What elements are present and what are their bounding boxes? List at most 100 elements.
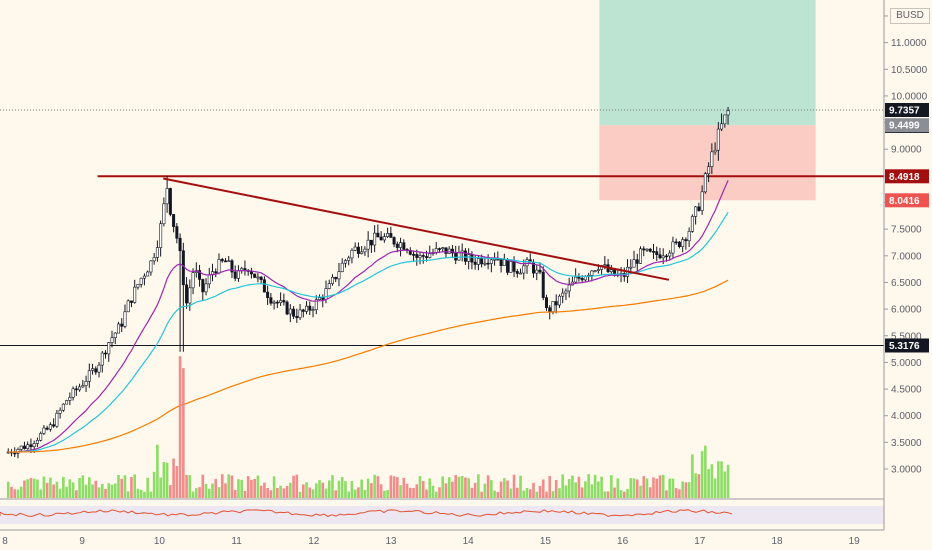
volume-bar bbox=[457, 476, 461, 498]
candle-body bbox=[703, 173, 707, 193]
volume-bar bbox=[402, 477, 406, 498]
candle-body bbox=[181, 250, 185, 286]
candle-body bbox=[356, 246, 360, 254]
candle-body bbox=[337, 271, 341, 280]
volume-bar bbox=[169, 485, 172, 498]
candle-body bbox=[723, 114, 727, 125]
time-tick-label: 15 bbox=[540, 536, 552, 547]
volume-bar bbox=[263, 482, 266, 498]
volume-bar bbox=[23, 480, 26, 498]
candle-body bbox=[609, 269, 613, 273]
volume-bar bbox=[674, 488, 678, 498]
candle-body bbox=[282, 300, 286, 303]
volume-bar bbox=[700, 451, 704, 498]
volume-bar bbox=[522, 490, 526, 498]
stop-zone[interactable] bbox=[599, 125, 816, 201]
candle-body bbox=[713, 149, 717, 153]
volume-bar bbox=[613, 487, 616, 498]
volume-bar bbox=[658, 475, 662, 498]
volume-bar bbox=[94, 480, 98, 498]
price-tick-label: 10.5000 bbox=[891, 65, 928, 76]
candle-body bbox=[541, 271, 545, 298]
volume-bar bbox=[214, 478, 218, 498]
volume-bar bbox=[237, 479, 240, 498]
candle-body bbox=[61, 403, 65, 411]
volume-bar bbox=[421, 481, 425, 498]
candle-body bbox=[596, 269, 600, 271]
volume-bar bbox=[175, 465, 179, 498]
candle-body bbox=[350, 249, 354, 259]
candle-body bbox=[603, 264, 607, 266]
volume-bar bbox=[6, 481, 10, 498]
volume-bar bbox=[409, 487, 412, 498]
candle-body bbox=[694, 206, 698, 217]
volume-bar bbox=[473, 482, 477, 498]
candle-body bbox=[305, 305, 309, 312]
candle-body bbox=[629, 266, 633, 269]
volume-bar bbox=[584, 481, 587, 498]
candle-body bbox=[249, 271, 253, 275]
volume-bar bbox=[282, 488, 286, 498]
candle-body bbox=[645, 248, 649, 251]
volume-bar bbox=[619, 490, 623, 498]
volume-bar bbox=[639, 485, 642, 498]
volume-bar bbox=[110, 484, 114, 498]
candle-body bbox=[720, 123, 724, 130]
candle-body bbox=[256, 276, 260, 279]
volume-bar bbox=[493, 490, 496, 498]
target-zone[interactable] bbox=[599, 0, 816, 126]
candle-body bbox=[457, 252, 461, 261]
volume-bar bbox=[399, 485, 402, 498]
candle-body bbox=[444, 247, 448, 254]
candle-body bbox=[330, 276, 334, 284]
candle-body bbox=[39, 433, 43, 441]
volume-bar bbox=[671, 478, 675, 498]
candle-body bbox=[116, 323, 120, 334]
candle-body bbox=[29, 444, 33, 447]
stop-price-label: 8.0416 bbox=[889, 196, 920, 207]
volume-bar bbox=[635, 479, 639, 498]
volume-bar bbox=[149, 491, 153, 498]
volume-bar bbox=[178, 356, 182, 498]
candle-body bbox=[483, 262, 487, 265]
volume-bar bbox=[454, 475, 457, 498]
candle-body bbox=[22, 445, 26, 449]
candle-body bbox=[35, 439, 39, 444]
volume-bar bbox=[269, 490, 273, 498]
candle-body bbox=[580, 278, 584, 281]
trendline[interactable] bbox=[163, 177, 670, 281]
volume-bar bbox=[470, 487, 474, 498]
volume-bar bbox=[460, 475, 464, 498]
candle-body bbox=[593, 270, 597, 272]
candle-body bbox=[155, 247, 159, 258]
price-tick-label: 6.5000 bbox=[891, 278, 922, 289]
volume-bar bbox=[486, 475, 490, 498]
candle-body bbox=[100, 352, 104, 366]
candle-body bbox=[52, 424, 56, 427]
candle-body bbox=[658, 254, 662, 259]
volume-bar bbox=[580, 487, 584, 498]
volume-bar bbox=[107, 483, 111, 498]
volume-bar bbox=[233, 489, 237, 498]
time-tick-label: 10 bbox=[154, 536, 166, 547]
volume-bar bbox=[622, 491, 626, 498]
volume-bar bbox=[52, 484, 55, 498]
volume-bar bbox=[75, 490, 78, 498]
volume-bar bbox=[117, 475, 120, 498]
candle-body bbox=[476, 258, 480, 265]
volume-bar bbox=[376, 476, 380, 498]
volume-bar bbox=[652, 477, 655, 498]
volume-bar bbox=[567, 479, 571, 498]
volume-bar bbox=[91, 484, 94, 498]
last-price-label: 9.7357 bbox=[889, 105, 920, 116]
candle-body bbox=[126, 300, 130, 313]
volume-bar bbox=[243, 490, 247, 498]
volume-bar bbox=[366, 478, 370, 498]
price-tick-label: 4.5000 bbox=[891, 385, 922, 396]
volume-bar bbox=[130, 477, 133, 498]
volume-bar bbox=[480, 491, 483, 498]
volume-bar bbox=[541, 479, 545, 498]
candle-body bbox=[376, 232, 380, 238]
